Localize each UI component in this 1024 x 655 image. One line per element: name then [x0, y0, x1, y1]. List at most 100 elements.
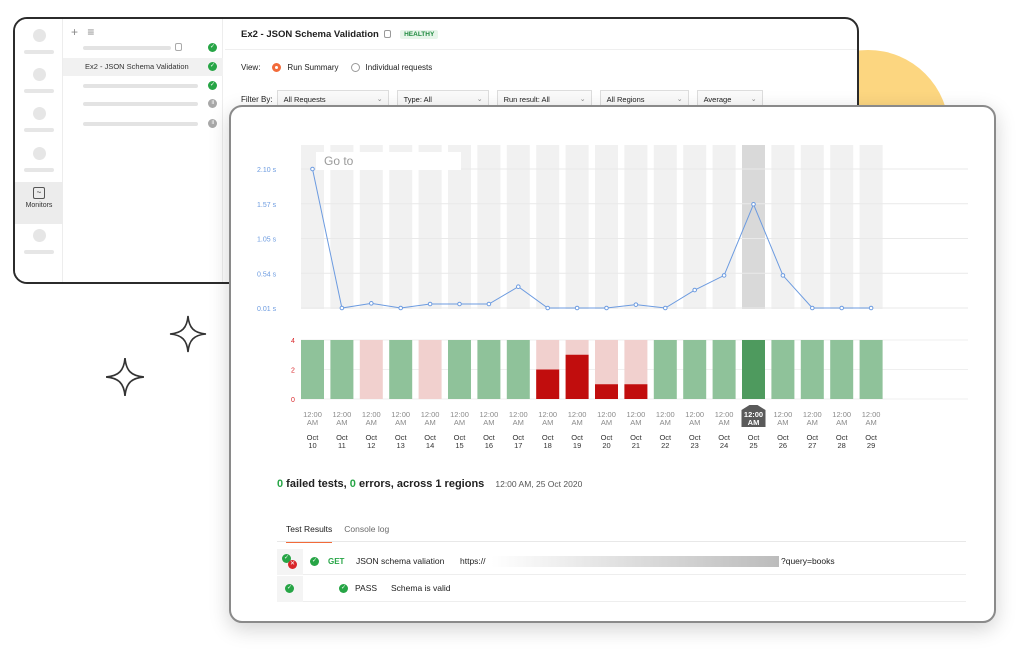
- result-bar: [301, 340, 324, 399]
- rail-item-placeholder[interactable]: [23, 107, 55, 132]
- x-time-label: AM: [836, 418, 847, 427]
- x-time-label: 12:00: [450, 410, 469, 419]
- x-time-label: 12:00: [627, 410, 646, 419]
- result-tabs: Test Results Console log: [286, 524, 389, 543]
- list-item-selected[interactable]: Ex2 - JSON Schema Validation ✓: [63, 58, 223, 76]
- add-icon[interactable]: +: [71, 25, 79, 39]
- x-time-label: 12:00: [421, 410, 440, 419]
- request-row[interactable]: ✓ ✕ ✓ GET JSON schema valiation https://…: [277, 549, 966, 575]
- y-tick-label: 0.01 s: [257, 306, 277, 313]
- result-bar: [506, 340, 530, 399]
- x-date-label: 18: [544, 441, 552, 450]
- selected-time-marker: [741, 405, 766, 427]
- request-method: GET: [328, 557, 345, 566]
- test-row: ✓ ✓ PASS Schema is valid: [277, 576, 966, 602]
- rail-item-placeholder[interactable]: [23, 68, 55, 93]
- x-time-label: 12:00: [362, 410, 381, 419]
- x-time-label: AM: [513, 418, 524, 427]
- test-status: PASS: [355, 583, 378, 593]
- result-bar: [712, 340, 736, 399]
- chevron-down-icon: ⌄: [579, 96, 586, 103]
- radio-individual-requests[interactable]: [350, 63, 360, 72]
- x-time-label: 12:00: [391, 410, 410, 419]
- x-time-label: AM: [424, 418, 435, 427]
- x-time-label: AM: [748, 418, 760, 427]
- failed-bar: [595, 384, 618, 399]
- list-item[interactable]: ✓: [63, 77, 223, 95]
- result-bar: [448, 340, 471, 399]
- x-time-label: AM: [718, 418, 729, 427]
- tab-test-results[interactable]: Test Results: [286, 524, 333, 543]
- result-bar: [477, 340, 501, 399]
- failed-bar: [536, 369, 560, 399]
- x-time-label: 12:00: [509, 410, 528, 419]
- error-count: 0: [349, 478, 356, 490]
- list-item[interactable]: ॥: [63, 115, 223, 133]
- x-time-label: AM: [366, 418, 377, 427]
- list-item[interactable]: ✓: [63, 39, 223, 57]
- rail-item-placeholder[interactable]: [23, 229, 55, 254]
- x-date-label: Oct: [571, 433, 584, 442]
- x-date-label: 13: [397, 441, 405, 450]
- fail-cross-icon: ✕: [288, 560, 297, 569]
- x-time-label: 12:00: [303, 410, 322, 419]
- chart-column-bg: [389, 145, 413, 309]
- x-time-label: AM: [689, 418, 700, 427]
- data-point: [310, 166, 315, 172]
- list-item[interactable]: ॥: [63, 95, 223, 113]
- status-paused-icon: ॥: [208, 119, 217, 128]
- data-point: [633, 302, 639, 307]
- x-date-label: Oct: [483, 433, 496, 442]
- rail-item-monitors[interactable]: ~ Monitors: [15, 182, 63, 224]
- filter-icon[interactable]: ≡: [87, 25, 95, 39]
- chart-column-bg: [800, 145, 824, 309]
- rail-item-placeholder[interactable]: [23, 29, 55, 54]
- x-time-label: 12:00: [862, 410, 881, 419]
- rail-monitors-label: Monitors: [25, 202, 53, 209]
- x-time-label: AM: [865, 418, 876, 427]
- chart-column-bg: [565, 145, 589, 309]
- x-date-label: 14: [426, 441, 434, 450]
- chevron-down-icon: ⌄: [676, 96, 683, 103]
- x-date-label: Oct: [336, 433, 349, 442]
- aggregate-dropdown-value: Average: [703, 95, 732, 104]
- goto-input[interactable]: Go to: [316, 152, 461, 170]
- x-time-label: AM: [630, 418, 641, 427]
- data-point: [574, 305, 580, 311]
- requests-dropdown-value: All Requests: [283, 95, 326, 104]
- filter-bar: Filter By: All Requests ⌄ Type: All ⌄ Ru…: [241, 90, 771, 108]
- x-date-label: 17: [514, 441, 522, 450]
- data-point: [604, 305, 609, 311]
- tab-console-log[interactable]: Console log: [344, 524, 390, 534]
- request-name: JSON schema valiation: [356, 556, 445, 566]
- regions-dropdown-value: All Regions: [606, 95, 645, 104]
- x-time-label: 12:00: [538, 410, 557, 419]
- data-point: [339, 305, 345, 311]
- x-time-label: AM: [395, 418, 406, 427]
- rail-item-placeholder[interactable]: [23, 147, 55, 172]
- data-point: [868, 305, 874, 311]
- chart-column-bg: [742, 145, 765, 309]
- status-ok-icon: ✓: [208, 81, 217, 90]
- chart-column-bg: [771, 145, 795, 309]
- data-point: [780, 273, 786, 278]
- view-label: View:: [241, 63, 261, 72]
- x-date-label: Oct: [806, 433, 819, 442]
- data-point: [398, 305, 403, 311]
- x-date-label: 26: [779, 441, 787, 450]
- y-tick-label: 2.10 s: [257, 167, 277, 174]
- x-time-label: 12:00: [656, 410, 675, 419]
- x-time-label: AM: [777, 418, 788, 427]
- x-time-label: AM: [454, 418, 465, 427]
- y-tick-label: 1.05 s: [257, 237, 277, 244]
- x-date-label: 23: [691, 441, 699, 450]
- chart-column-bg: [624, 145, 648, 309]
- radio-run-summary[interactable]: [272, 63, 282, 72]
- request-url-prefix: https://: [460, 556, 486, 566]
- data-point: [663, 305, 668, 311]
- x-time-label: AM: [336, 418, 347, 427]
- view-option-run-summary[interactable]: Run Summary: [287, 63, 339, 72]
- view-option-individual-requests[interactable]: Individual requests: [365, 63, 433, 72]
- icon-rail: ~ Monitors: [15, 19, 63, 282]
- run-summary-chart: 2.10 s1.57 s1.05 s0.54 s0.01 s42012:00AM…: [257, 145, 968, 450]
